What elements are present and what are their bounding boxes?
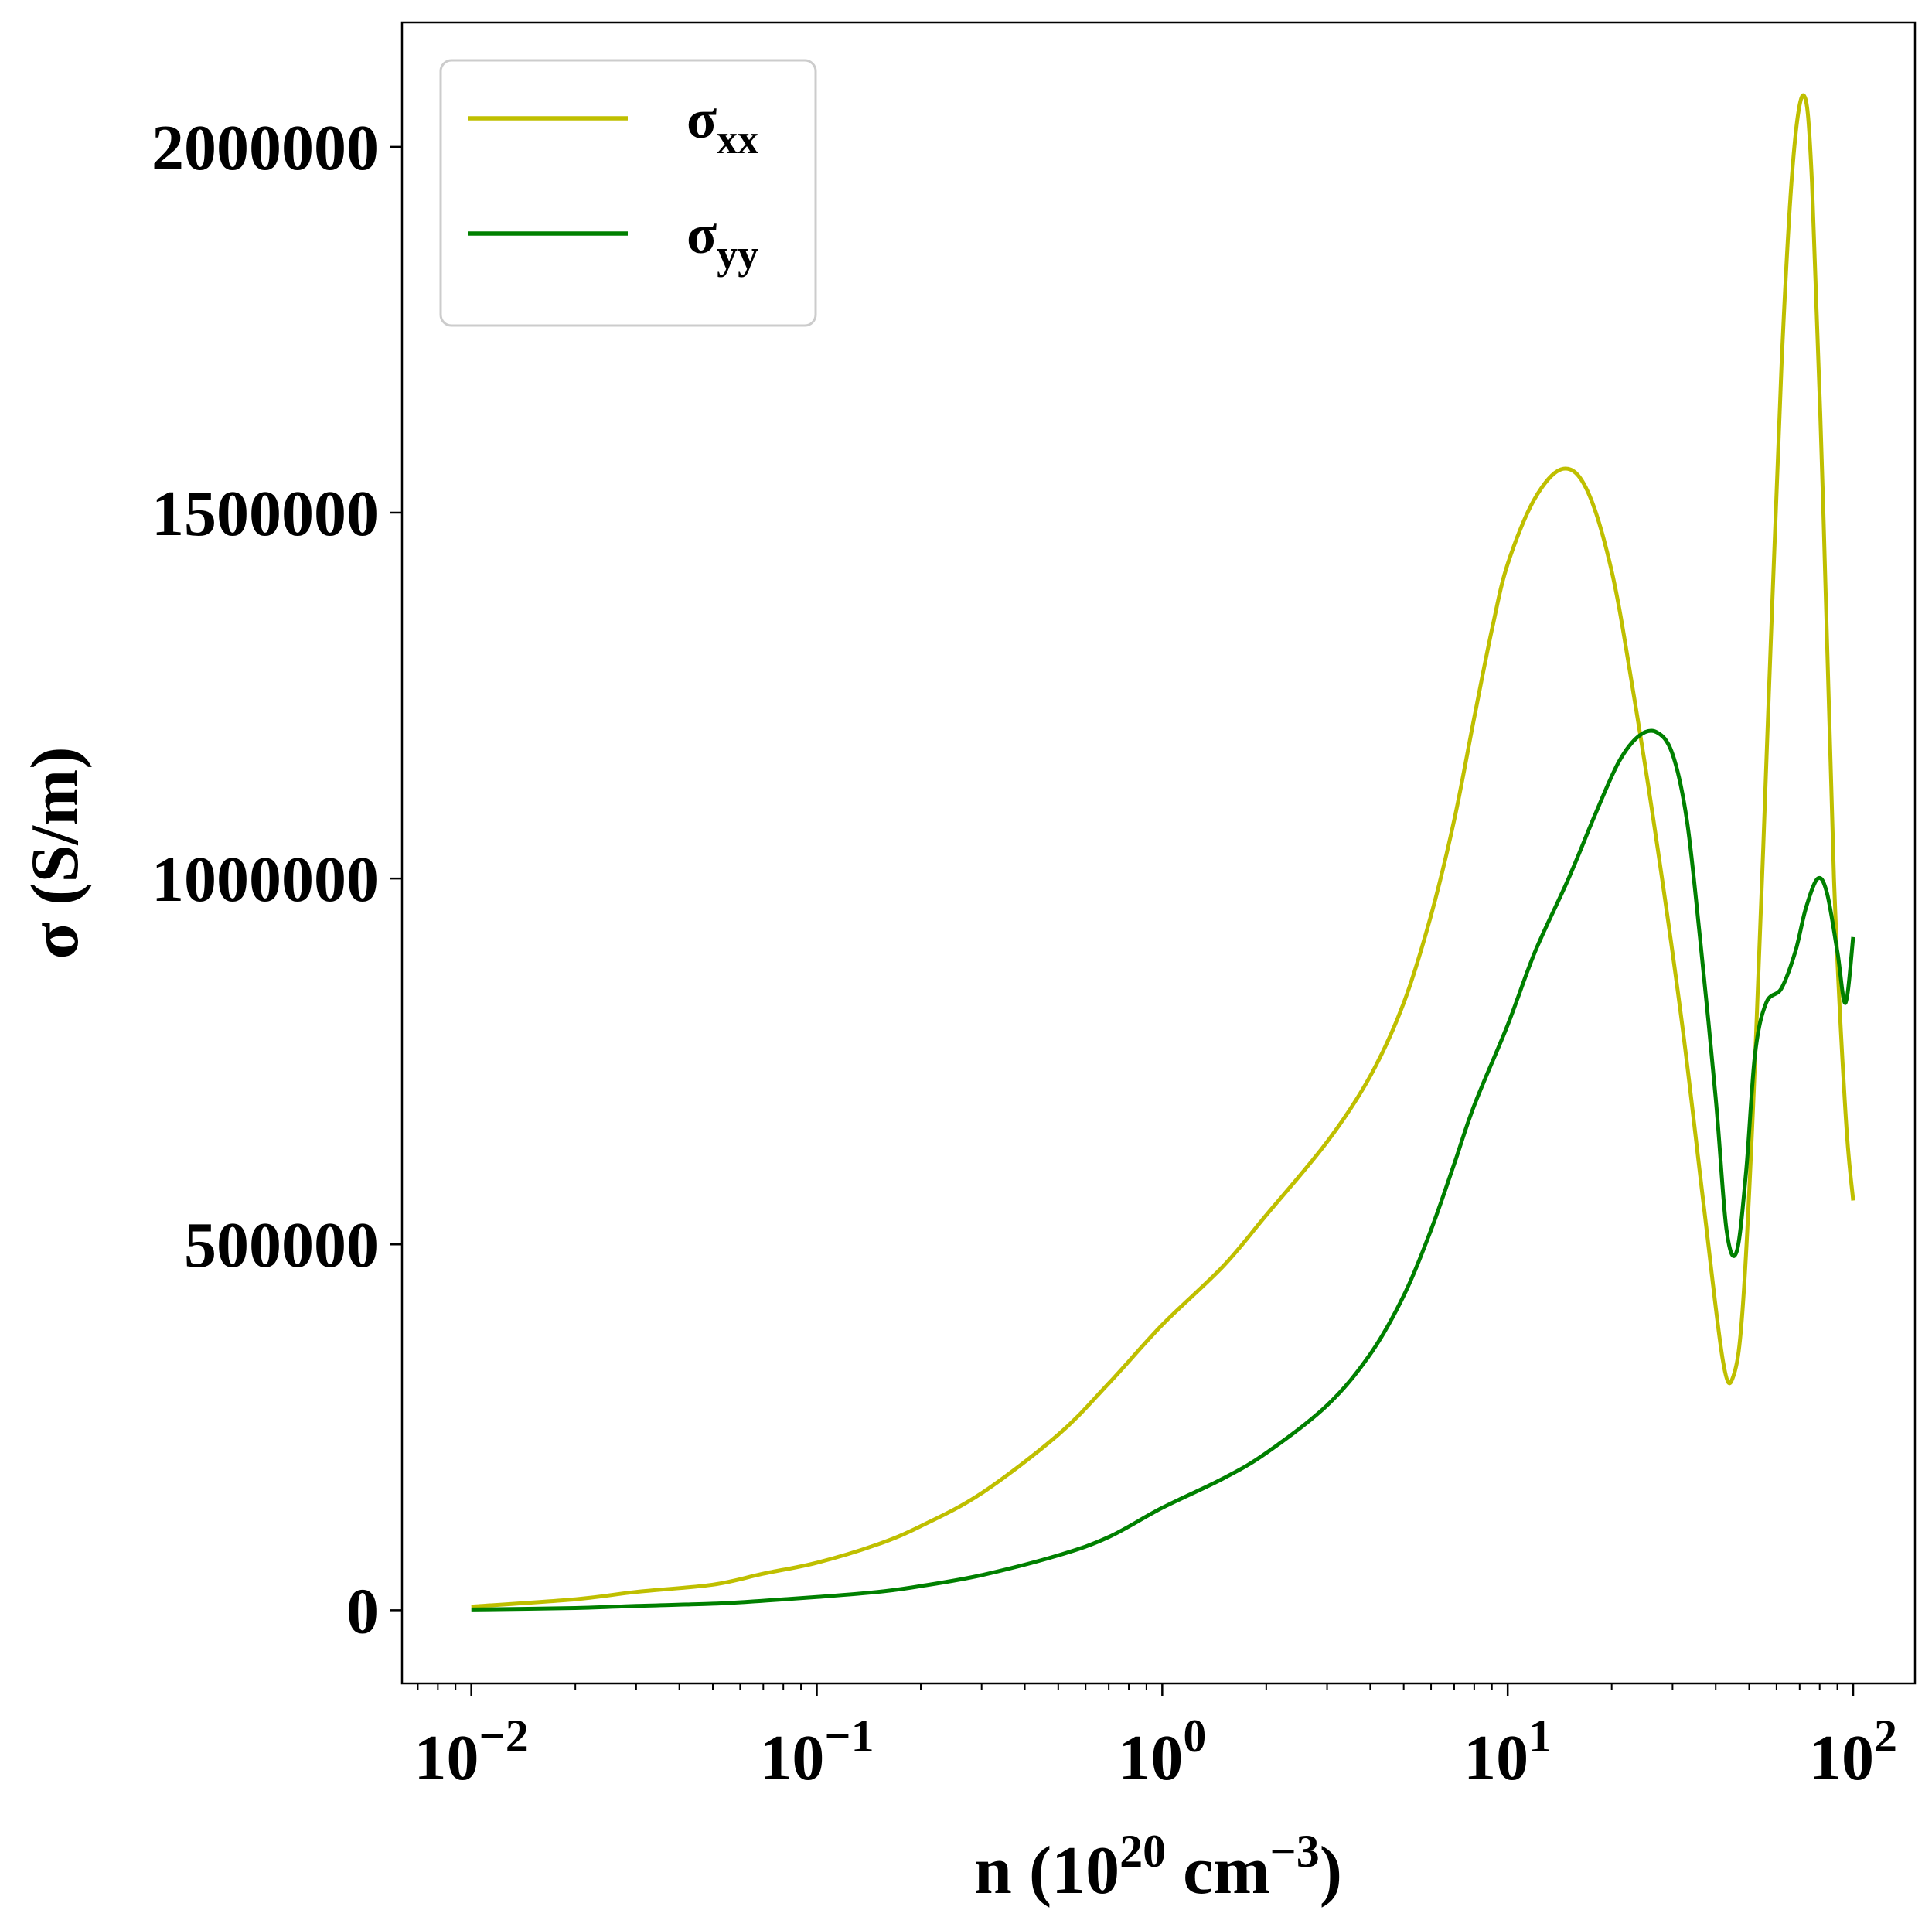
x-axis-label-unit: cm: [1166, 1833, 1269, 1908]
x-tick-label-base: 10: [1463, 1722, 1528, 1794]
x-tick-label-base: 10: [759, 1722, 824, 1794]
legend-label-yy-subscript: yy: [717, 231, 758, 278]
x-tick-label: 10−1: [759, 1710, 874, 1794]
x-axis-label-base: n (10: [974, 1833, 1119, 1908]
y-tick-label: 500000: [184, 1209, 379, 1281]
series-layer: [471, 93, 1855, 1612]
x-axis-label-end: ): [1320, 1833, 1342, 1908]
x-tick-label: 10−2: [414, 1710, 529, 1794]
x-tick-label-exponent: −1: [824, 1710, 874, 1762]
x-tick-label-base: 10: [414, 1722, 479, 1794]
y-axis-label: σ (S/m): [18, 746, 93, 959]
x-tick-label-exponent: 2: [1874, 1710, 1897, 1762]
legend-frame: [439, 59, 817, 327]
y-tick-label: 0: [346, 1575, 379, 1647]
y-tick-label: 2000000: [152, 112, 379, 184]
legend-label-yy: σyy: [687, 203, 758, 278]
x-tick-label-base: 10: [1809, 1722, 1874, 1794]
y-axis-ticks: 0 500000 1000000 1500000 2000000: [152, 112, 402, 1647]
x-tick-label-exponent: 1: [1528, 1710, 1552, 1762]
x-tick-label-exponent: −2: [479, 1710, 529, 1762]
x-tick-label: 101: [1463, 1710, 1552, 1794]
x-axis-label-exponent-2: −3: [1270, 1826, 1320, 1877]
x-axis-ticks: 10−2 10−1 100 101 102: [414, 1683, 1897, 1794]
y-tick-label: 1500000: [152, 478, 379, 550]
x-tick-label-exponent: 0: [1183, 1710, 1206, 1762]
series-line-xx: [471, 93, 1855, 1609]
series-line-yy: [471, 728, 1855, 1612]
legend-label-yy-symbol: σ: [687, 203, 717, 265]
x-tick-label: 102: [1809, 1710, 1897, 1794]
legend-label-xx-symbol: σ: [687, 88, 717, 150]
x-tick-label-base: 10: [1118, 1722, 1183, 1794]
legend: σxx σyy: [439, 59, 817, 327]
x-axis-label: n (1020 cm−3): [974, 1826, 1342, 1908]
x-axis-label-exponent-1: 20: [1119, 1826, 1166, 1877]
y-tick-label: 1000000: [152, 844, 379, 916]
x-tick-label: 100: [1118, 1710, 1206, 1794]
legend-label-xx-subscript: xx: [717, 116, 758, 162]
plot-frame: [400, 21, 1917, 1685]
legend-label-xx: σxx: [687, 88, 758, 162]
